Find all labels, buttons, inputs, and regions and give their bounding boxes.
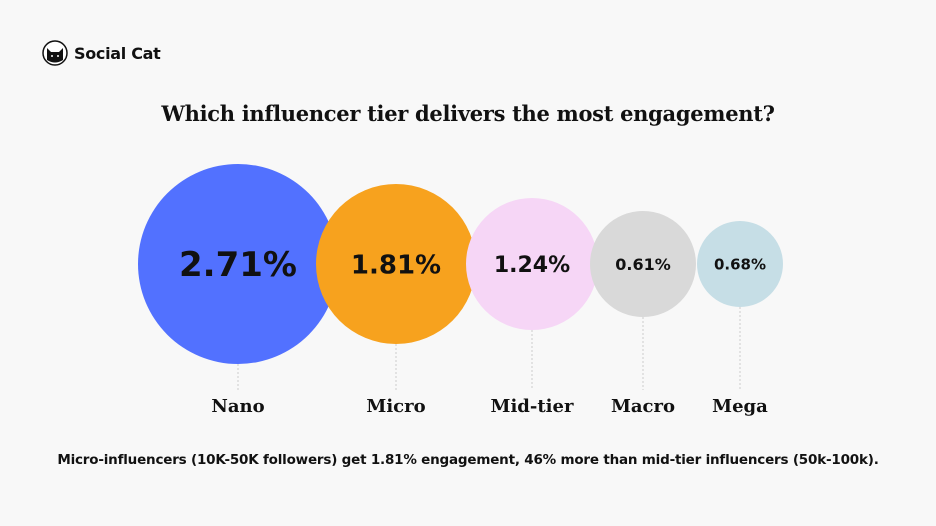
data-label: 1.24% [494,253,570,278]
category-label: Nano [211,396,264,417]
bubble-nano: 2.71% Nano [138,164,338,417]
bubble-circle [697,221,783,307]
bubble-circle [466,198,598,330]
bubble-mega: 0.68% Mega [697,221,783,417]
category-label: Micro [366,396,425,417]
category-label: Mid-tier [491,396,574,417]
data-label: 0.61% [615,255,671,274]
bubble-circle [590,211,696,317]
data-label: 2.71% [179,245,297,285]
brand-logo: Social Cat [42,40,161,66]
data-label: 1.81% [351,250,441,280]
category-label: Mega [712,396,768,417]
data-label: 0.68% [714,255,766,273]
category-label: Macro [611,396,675,417]
bubble-macro: 0.61% Macro [590,211,696,417]
bubble-mid-tier: 1.24% Mid-tier [466,198,598,417]
cat-head-icon [42,40,68,66]
chart-caption: Micro-influencers (10K-50K followers) ge… [57,452,879,468]
brand-name: Social Cat [74,43,161,63]
bubble-circle [316,184,476,344]
chart-title: Which influencer tier delivers the most … [161,101,775,126]
bubble-circle [138,164,338,364]
bubble-micro: 1.81% Micro [316,184,476,417]
